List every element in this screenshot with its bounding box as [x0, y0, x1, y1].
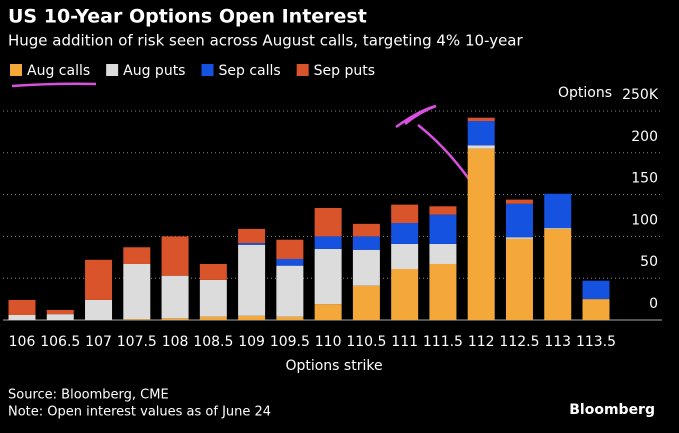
chart-title: US 10-Year Options Open Interest — [8, 6, 367, 28]
bar-segment — [199, 279, 227, 317]
bar-segment — [123, 319, 151, 320]
bar-segment — [391, 204, 419, 224]
y-tick-label: 250K — [622, 87, 659, 103]
x-tick-label: 107 — [85, 334, 112, 350]
legend-label: Sep puts — [314, 63, 375, 79]
bar-segment — [199, 263, 227, 280]
bar-segment — [161, 236, 189, 276]
bar-segment — [199, 316, 227, 320]
x-tick-label: 110 — [315, 334, 342, 350]
bar-segment — [429, 263, 457, 320]
bar-segment — [85, 259, 113, 300]
x-tick-label: 109.5 — [270, 334, 310, 350]
bar-segment — [352, 223, 380, 237]
y-tick-label: 200 — [631, 129, 658, 145]
bar-segment — [238, 315, 266, 320]
bar-segment — [8, 299, 36, 315]
bar-segment — [161, 318, 189, 320]
bar-segment — [429, 243, 457, 264]
x-tick-label: 113.5 — [576, 334, 616, 350]
bar-segment — [161, 275, 189, 319]
bar-segment — [276, 316, 304, 320]
legend-label: Sep calls — [218, 63, 280, 79]
y-tick-label: 0 — [649, 296, 658, 312]
bar-segment — [505, 203, 533, 238]
legend-label: Aug calls — [27, 63, 90, 79]
y-tick-label: 150 — [631, 171, 658, 187]
bar-segment — [123, 247, 151, 264]
bar-segment — [276, 265, 304, 317]
bar-segment — [314, 304, 342, 320]
legend-swatch — [10, 64, 22, 76]
bar-segment — [429, 206, 457, 215]
bar-segment — [352, 249, 380, 286]
x-tick-label: 110.5 — [346, 334, 386, 350]
bar-segment — [544, 228, 572, 229]
bar-segment — [46, 309, 74, 315]
bar-segment — [8, 314, 36, 320]
bar-segment — [314, 248, 342, 305]
x-tick-label: 111 — [391, 334, 418, 350]
x-tick-label: 109 — [238, 334, 265, 350]
y-tick-label: 50 — [640, 254, 658, 270]
bar-segment — [582, 299, 610, 320]
x-tick-label: 112.5 — [499, 334, 539, 350]
underline-annotation — [11, 82, 97, 88]
bar-segment — [467, 148, 495, 320]
note: Note: Open interest values as of June 24 — [8, 405, 271, 420]
x-tick-label: 112 — [468, 334, 495, 350]
x-tick-label: 106 — [9, 334, 36, 350]
bar-segment — [352, 285, 380, 320]
bar-segment — [276, 258, 304, 266]
legend-label: Aug puts — [123, 63, 185, 79]
x-tick-label: 108 — [162, 334, 189, 350]
bar-segment — [238, 228, 266, 244]
brand: Bloomberg — [569, 402, 655, 418]
x-axis-label: Options strike — [285, 358, 382, 374]
legend-swatch — [296, 64, 309, 76]
bar-segment — [123, 263, 151, 320]
y-tick-label: 100 — [631, 212, 658, 228]
bar-segment — [467, 145, 495, 149]
y-axis-label: Options — [558, 85, 612, 101]
bar-segment — [85, 299, 113, 320]
legend-swatch — [106, 64, 119, 76]
x-tick-label: 113 — [544, 334, 571, 350]
bar-segment — [276, 239, 304, 259]
bar-segment — [467, 117, 495, 122]
bar-segment — [391, 269, 419, 320]
bar-segment — [46, 314, 74, 320]
bar-segment — [352, 236, 380, 250]
chart-subtitle: Huge addition of risk seen across August… — [8, 32, 523, 50]
bar-segment — [582, 280, 610, 300]
bar-segment — [391, 223, 419, 244]
x-tick-label: 107.5 — [117, 334, 157, 350]
source: Source: Bloomberg, CME — [8, 388, 169, 403]
legend-swatch — [201, 64, 214, 76]
x-tick-label: 111.5 — [423, 334, 463, 350]
bar-segment — [505, 238, 533, 320]
x-tick-label: 108.5 — [193, 334, 233, 350]
bar-segment — [467, 121, 495, 146]
bar-segment — [238, 244, 266, 316]
bar-segment — [505, 199, 533, 204]
bar-segment — [314, 207, 342, 237]
bar-segment — [544, 193, 572, 229]
bar-segment — [505, 237, 533, 239]
bar-segment — [314, 236, 342, 249]
bar-segment — [391, 243, 419, 270]
x-tick-label: 106.5 — [40, 334, 80, 350]
bar-segment — [429, 214, 457, 244]
bar-segment — [238, 243, 266, 245]
bar-segment — [544, 228, 572, 320]
